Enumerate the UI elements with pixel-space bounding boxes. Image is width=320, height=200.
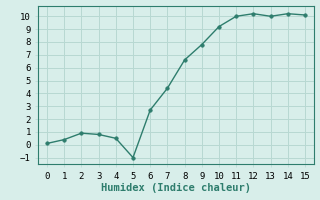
X-axis label: Humidex (Indice chaleur): Humidex (Indice chaleur): [101, 183, 251, 193]
